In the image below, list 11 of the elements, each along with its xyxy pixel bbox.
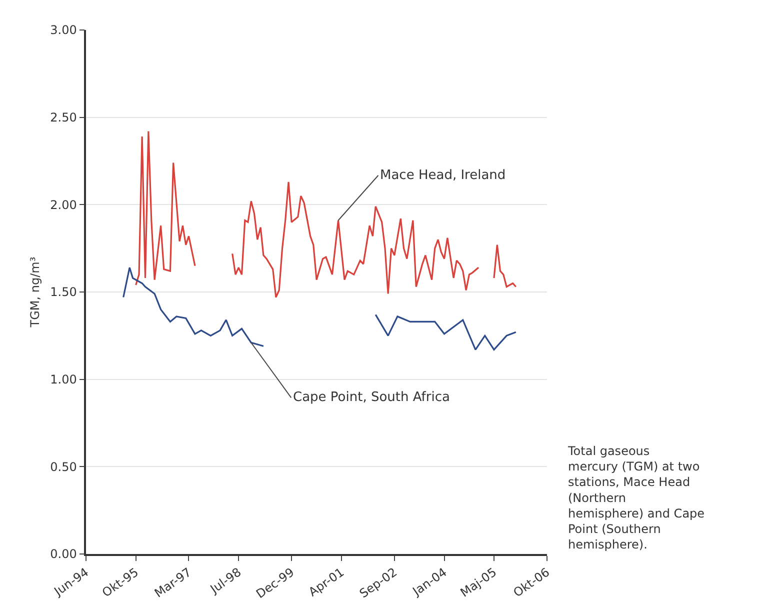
y-axis-title: TGM, ng/m³	[28, 256, 42, 328]
y-tick-label: 0.50	[50, 460, 77, 474]
y-tick-label: 2.00	[50, 198, 77, 212]
text: Total gaseous mercury (TGM) at two stations, Mace Head (Northern hemisphere) and Cape Point (Southern hemisphere).	[567, 444, 705, 552]
y-tick-label: 1.00	[50, 372, 77, 387]
y-tick-label: 1.50	[50, 285, 77, 300]
annotation: Mace Head, Ireland	[380, 168, 506, 183]
annotation: Cape Point, South Africa	[293, 390, 450, 405]
y-tick-label: 0.00	[50, 547, 77, 562]
y-tick-label: 2.50	[50, 110, 77, 125]
y-tick-label: 3.00	[50, 23, 77, 38]
